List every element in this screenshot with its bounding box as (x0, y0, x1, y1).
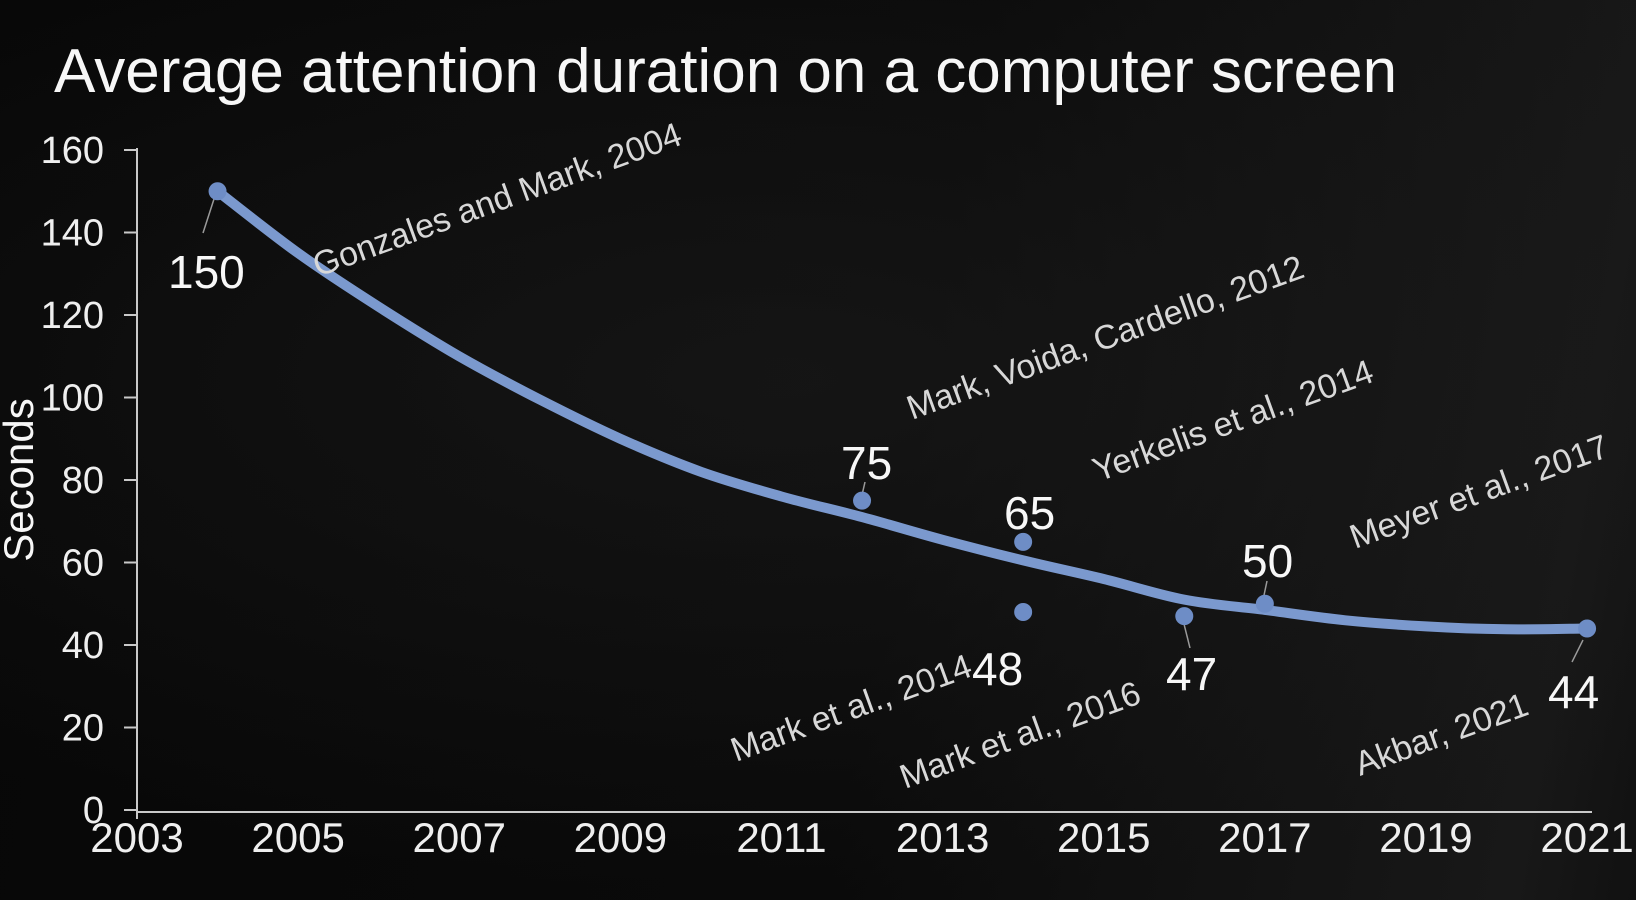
data-label: 47 (1166, 648, 1217, 700)
chart-title: Average attention duration on a computer… (54, 37, 1398, 106)
data-label: 50 (1242, 535, 1293, 587)
data-label: 150 (168, 246, 245, 298)
x-tick-label: 2009 (574, 814, 667, 861)
source-annotation: Yerkelis et al., 2014 (1088, 353, 1379, 490)
x-tick-label: 2013 (896, 814, 989, 861)
x-tick-label: 2021 (1540, 814, 1633, 861)
data-label: 65 (1004, 487, 1055, 539)
y-axis-title: Seconds (0, 398, 42, 561)
data-point-2014-65 (1014, 532, 1033, 551)
x-tick-label: 2003 (90, 814, 183, 861)
label-leader-line (202, 198, 215, 234)
data-label: 75 (841, 437, 892, 489)
y-tick-label: 80 (62, 460, 104, 502)
y-tick-label: 60 (62, 542, 104, 584)
label-leader-line (1571, 639, 1584, 663)
data-point-2012-75 (853, 491, 872, 510)
y-tick-label: 160 (41, 130, 104, 172)
source-annotation: Meyer et al., 2017 (1345, 428, 1614, 557)
data-point-2017-50 (1255, 594, 1274, 613)
y-tick-label: 40 (62, 625, 104, 667)
data-point-2016-47 (1175, 607, 1194, 626)
trend-curve (212, 186, 1593, 635)
x-tick-label: 2005 (251, 814, 344, 861)
x-tick-label: 2017 (1218, 814, 1311, 861)
data-point-2014-48 (1014, 603, 1033, 621)
y-tick-label: 20 (62, 707, 104, 749)
x-tick-label: 2011 (736, 814, 826, 861)
source-annotation: Akbar, 2021 (1350, 686, 1534, 784)
y-tick-label: 120 (41, 295, 104, 337)
x-tick-label: 2019 (1379, 814, 1472, 861)
x-tick-label: 2015 (1057, 814, 1150, 861)
y-tick-label: 0 (83, 790, 104, 832)
x-tick-label: 2007 (413, 814, 506, 861)
y-tick-label: 140 (41, 212, 104, 254)
y-tick-label: 100 (41, 377, 104, 419)
data-point-2004-150 (208, 182, 227, 201)
data-label: 44 (1548, 666, 1599, 718)
source-annotation: Gonzales and Mark, 2004 (308, 116, 687, 285)
data-point-2021-44 (1578, 619, 1597, 638)
data-label: 48 (972, 643, 1023, 695)
